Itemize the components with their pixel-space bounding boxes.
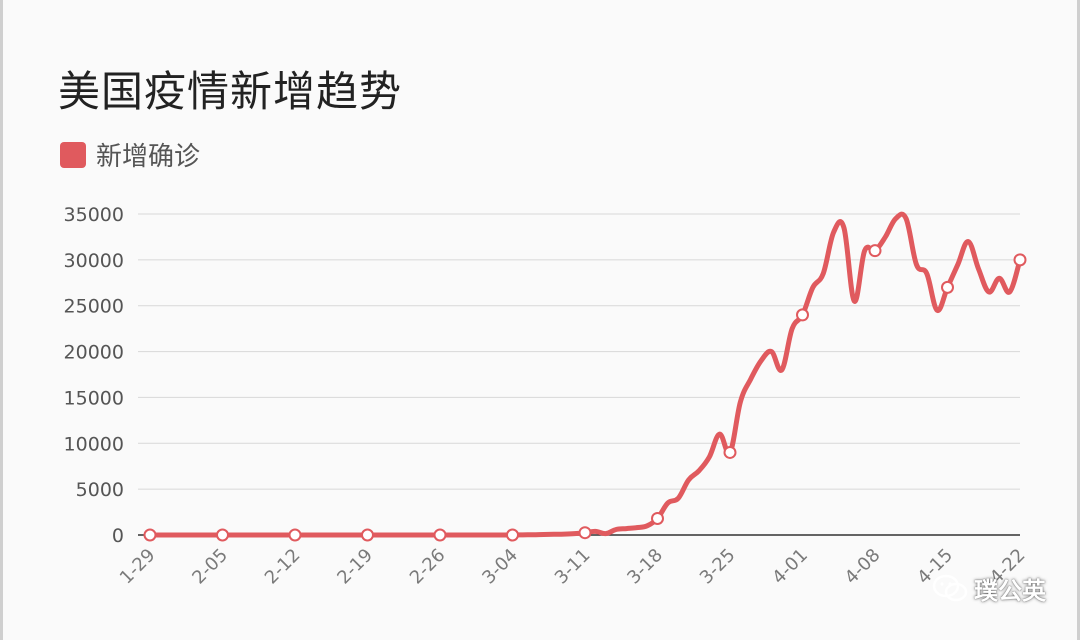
data-point xyxy=(578,526,592,540)
x-tick-label: 3-04 xyxy=(478,545,522,589)
data-point xyxy=(288,528,302,542)
x-tick-label: 2-26 xyxy=(406,545,450,589)
legend-swatch xyxy=(60,141,86,168)
x-axis-ticks: 1-29 2-05 2-12 2-19 2-26 3-04 3-11 3-18 3-25 4-01… xyxy=(116,545,1030,589)
y-tick-label: 10000 xyxy=(64,433,124,455)
data-point xyxy=(143,528,157,542)
y-tick-label: 30000 xyxy=(64,250,124,272)
x-tick-label: 2-12 xyxy=(261,545,305,589)
series-line-新增确诊 xyxy=(147,211,1023,538)
data-point xyxy=(506,528,519,542)
x-tick-label: 3-25 xyxy=(696,545,740,589)
wechat-icon xyxy=(932,574,968,601)
y-tick-label: 0 xyxy=(112,525,124,547)
data-point xyxy=(433,528,447,542)
y-tick-label: 20000 xyxy=(64,342,124,364)
y-tick-label: 35000 xyxy=(64,204,124,226)
watermark-text: 璞公英 xyxy=(974,577,1046,605)
x-tick-label: 4-08 xyxy=(841,545,885,589)
x-tick-label: 3-18 xyxy=(623,545,667,589)
legend-label: 新增确诊 xyxy=(96,142,201,172)
y-tick-label: 25000 xyxy=(64,296,124,318)
y-axis-ticks: 0 5000 10000 15000 20000 25000 30000 35000 xyxy=(64,204,124,547)
data-point xyxy=(941,280,954,294)
x-tick-label: 3-11 xyxy=(551,545,595,589)
left-border xyxy=(0,0,3,640)
grid-lines xyxy=(138,213,1020,536)
data-point xyxy=(723,445,737,459)
legend[interactable]: 新增确诊 xyxy=(60,136,200,173)
right-border xyxy=(1077,0,1080,640)
data-point xyxy=(361,528,374,542)
series-markers xyxy=(143,244,1027,542)
x-tick-label: 4-01 xyxy=(768,545,812,589)
chart-title: 美国疫情新增趋势 xyxy=(58,67,403,116)
y-tick-label: 15000 xyxy=(64,387,124,409)
watermark: 璞公英 xyxy=(932,571,1046,606)
x-tick-label: 1-29 xyxy=(116,545,160,589)
data-point xyxy=(1013,253,1027,267)
data-point xyxy=(868,244,882,258)
data-point xyxy=(651,511,664,525)
x-tick-label: 2-05 xyxy=(188,545,232,589)
x-tick-label: 2-19 xyxy=(333,545,377,589)
data-point xyxy=(216,528,229,542)
data-point xyxy=(796,308,809,322)
y-tick-label: 5000 xyxy=(76,479,124,501)
